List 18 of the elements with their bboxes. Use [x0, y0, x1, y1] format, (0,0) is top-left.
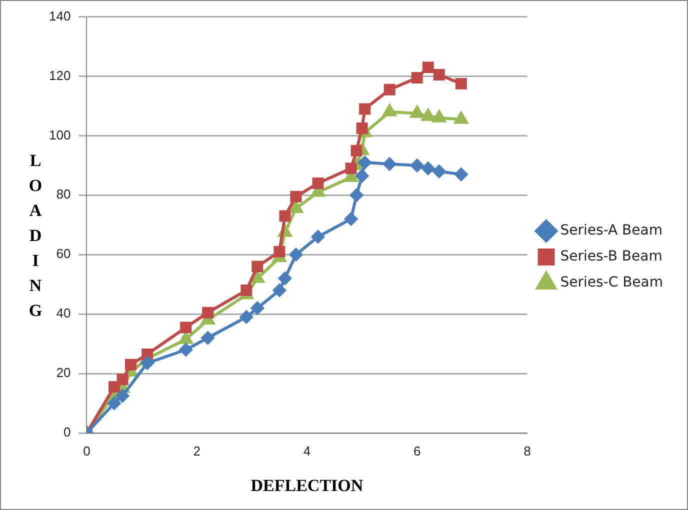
y-tick-label: 60 — [56, 246, 71, 262]
y-tick-label: 40 — [56, 306, 71, 321]
legend-label: Series-B Beam — [560, 248, 662, 265]
y-tick-label: 140 — [48, 8, 71, 24]
legend-label: Series-A Beam — [560, 222, 662, 239]
x-tick-label: 8 — [524, 443, 531, 458]
y-tick-label: 20 — [56, 365, 71, 380]
y-axis-title: LOADING — [25, 151, 45, 326]
y-tick-label: 120 — [48, 68, 71, 83]
x-tick-label: 2 — [193, 443, 200, 458]
y-tick-label: 100 — [48, 127, 71, 142]
x-axis-title: DEFLECTION — [250, 476, 364, 496]
x-tick-label: 4 — [303, 443, 311, 458]
y-tick-label: 80 — [56, 186, 71, 202]
legend-label: Series-C Beam — [560, 274, 663, 291]
y-tick-label: 0 — [63, 424, 71, 440]
x-tick-label: 6 — [413, 443, 421, 458]
x-tick-label: 0 — [83, 443, 90, 458]
